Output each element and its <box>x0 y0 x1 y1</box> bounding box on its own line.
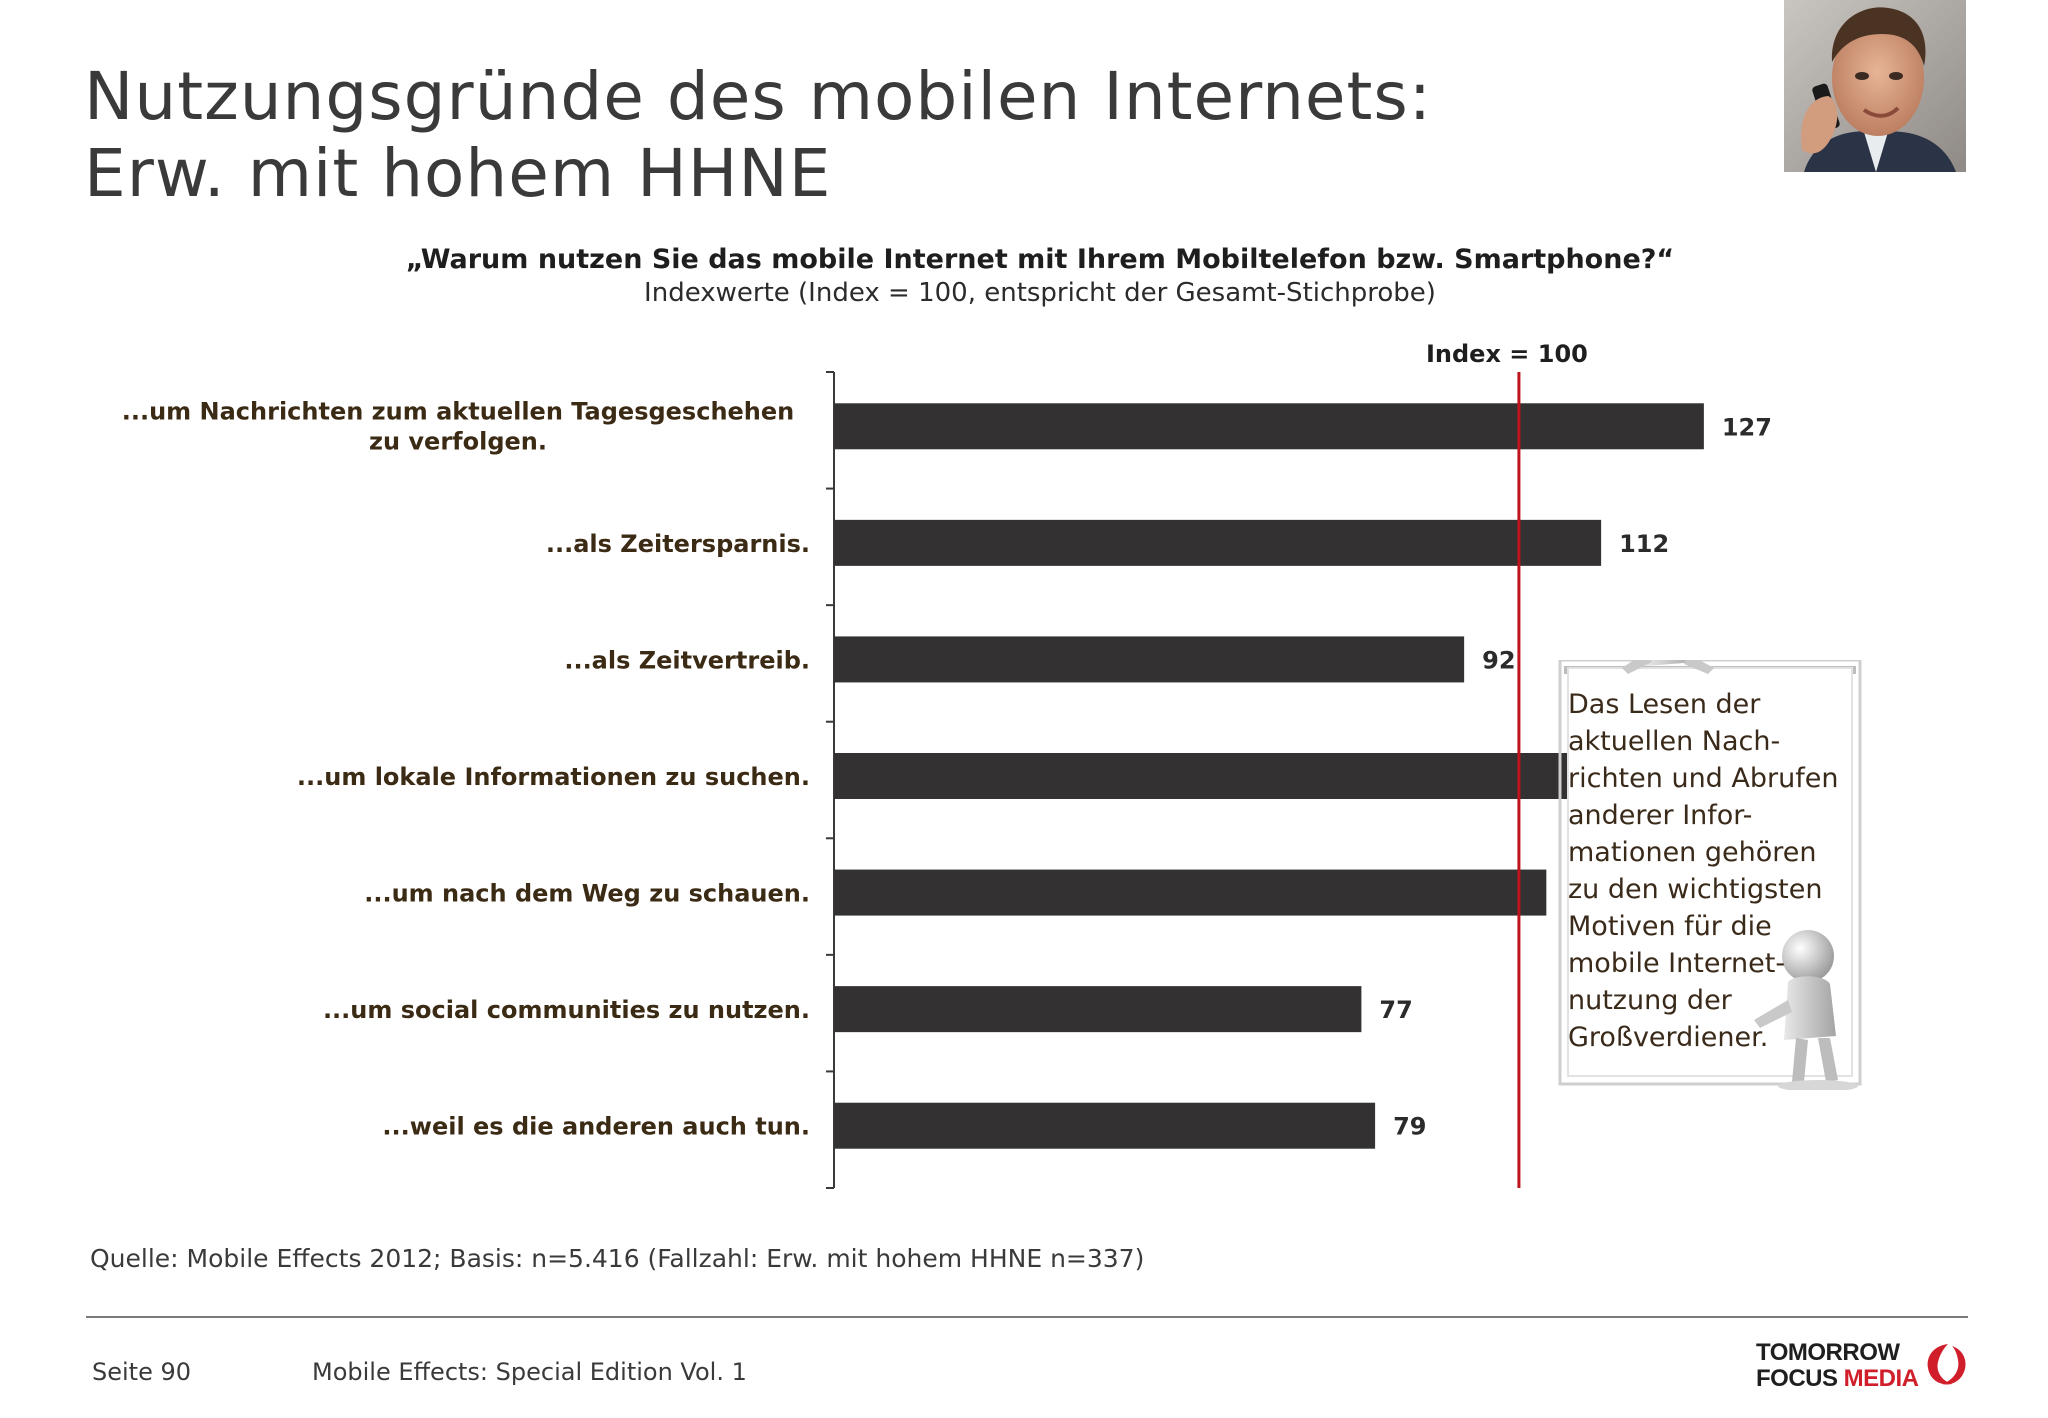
publication-title: Mobile Effects: Special Edition Vol. 1 <box>312 1358 747 1386</box>
value-label: 77 <box>1379 996 1412 1024</box>
bar <box>834 753 1691 799</box>
slide-title-line-1: Nutzungsgründe des mobilen Internets: <box>84 58 1433 135</box>
callout-illustration <box>1558 572 1862 1092</box>
chart-category-labels: ...um Nachrichten zum aktuellen Tagesges… <box>122 397 810 1140</box>
slide-title: Nutzungsgründe des mobilen Internets: Er… <box>84 58 1432 212</box>
category-label: ...als Zeitvertreib. <box>564 646 810 674</box>
category-label: ...um social communities zu nutzen. <box>323 996 810 1024</box>
bar <box>834 1102 1376 1149</box>
tomorrow-focus-media-logo: TOMORROW FOCUS MEDIA <box>1756 1336 1976 1396</box>
page-number: Seite 90 <box>92 1358 192 1386</box>
3d-figure-bottom-icon <box>1754 930 1858 1092</box>
chart-subtitle: Indexwerte (Index = 100, entspricht der … <box>644 278 1436 308</box>
category-label: ...weil es die anderen auch tun. <box>382 1113 810 1141</box>
bar <box>834 869 1547 916</box>
bar <box>834 986 1362 1033</box>
category-label: ...als Zeitersparnis. <box>546 530 810 558</box>
source-note: Quelle: Mobile Effects 2012; Basis: n=5.… <box>90 1244 1145 1273</box>
slide-title-line-2: Erw. mit hohem HHNE <box>84 135 832 212</box>
value-label: 112 <box>1619 530 1669 558</box>
chart-axis <box>826 371 835 1189</box>
chart-bars <box>834 403 1704 1149</box>
logo-word-media: MEDIA <box>1843 1365 1919 1392</box>
bar <box>834 636 1465 683</box>
category-label: ...um lokale Informationen zu suchen. <box>297 763 810 791</box>
value-label: 127 <box>1722 413 1772 441</box>
value-label: 79 <box>1393 1113 1426 1141</box>
survey-question: „Warum nutzen Sie das mobile Internet mi… <box>405 244 1675 275</box>
logo-word-focus: FOCUS <box>1756 1365 1838 1392</box>
logo-line-2: FOCUS MEDIA <box>1756 1366 1919 1392</box>
chart-reference-line: Index = 100 <box>1426 340 1588 1188</box>
callout-text: Das Lesen der aktuellen Nach- richten un… <box>1568 689 1839 1053</box>
logo-swoosh-icon <box>1927 1344 1966 1385</box>
bar <box>834 519 1602 566</box>
index-100-label: Index = 100 <box>1426 340 1588 368</box>
businessman-phone-photo <box>1784 0 1966 172</box>
callout-frame <box>1558 658 1862 1086</box>
callout-box <box>1548 572 1868 1092</box>
logo-line-1: TOMORROW <box>1756 1339 1900 1366</box>
footer-divider <box>86 1316 1968 1318</box>
value-label: 92 <box>1482 646 1515 674</box>
photo-illustration <box>1784 0 1966 172</box>
category-label: ...um Nachrichten zum aktuellen Tagesges… <box>122 397 795 455</box>
category-label: ...um nach dem Weg zu schauen. <box>364 880 810 908</box>
bar <box>834 403 1704 450</box>
